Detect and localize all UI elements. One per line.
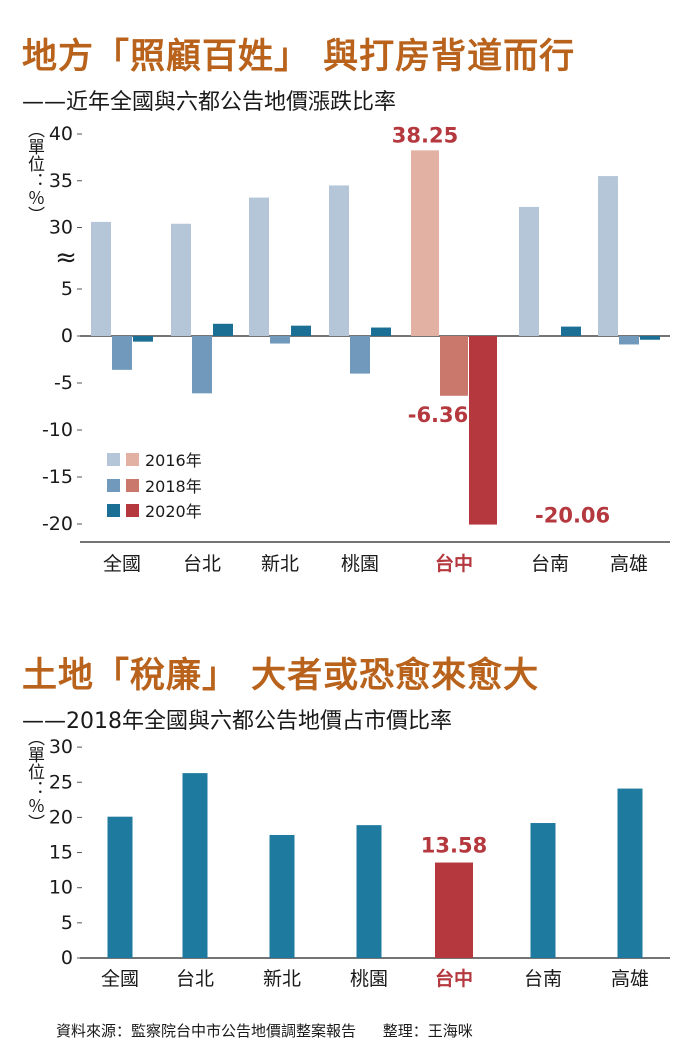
chart1-legend-swatch — [107, 479, 120, 492]
chart1-bar — [192, 336, 212, 394]
chart2-bar — [356, 825, 382, 958]
chart1-legend-label: 2018年 — [145, 477, 202, 496]
chart1-legend-swatch — [126, 504, 139, 517]
chart1-bar — [640, 336, 660, 340]
chart1-bar — [519, 206, 539, 336]
chart2-bar — [530, 823, 556, 958]
chart1-xtick: 全國 — [103, 553, 141, 575]
chart1-ytick: -5 — [54, 372, 73, 394]
chart2-xtick: 全國 — [101, 968, 139, 990]
chart2-xtick: 高雄 — [611, 968, 649, 990]
source-text: 資料來源：監察院台中市公告地價調整案報告 — [56, 1022, 357, 1040]
chart2-bar — [617, 788, 643, 958]
chart1-legend-swatch — [107, 453, 120, 466]
chart1-xtick: 桃園 — [341, 553, 379, 575]
editor-text: 整理：王海咪 — [382, 1022, 473, 1040]
chart2-svg: （單位：％） 30 25 20 15 10 5 0 全國 台北 新北 桃園 台中 台南 高雄 13.58 — [24, 729, 670, 990]
chart1-ytick: 40 — [49, 123, 73, 145]
chart1-subtitle: ——近年全國與六都公告地價漲跌比率 — [22, 90, 397, 115]
chart2-ytick: 20 — [49, 806, 73, 828]
chart2-bar — [107, 816, 133, 958]
chart1-legend-label: 2016年 — [145, 451, 202, 470]
chart2-ytick: 25 — [49, 771, 73, 793]
chart1-axis-break: ≈ — [55, 243, 77, 273]
chart2-ytick: 5 — [61, 912, 73, 934]
chart2-ytick: 0 — [61, 947, 73, 969]
chart1-bar — [350, 336, 370, 374]
chart1-data-label: -20.06 — [535, 504, 610, 528]
chart1-bar — [411, 150, 439, 336]
chart1-bar — [112, 336, 132, 370]
chart1-ytick: 5 — [61, 278, 73, 300]
chart2-xtick: 新北 — [263, 968, 301, 990]
chart1-ytick: -10 — [42, 419, 73, 441]
chart1-bar — [561, 326, 581, 336]
chart2-bar — [435, 862, 473, 958]
chart1-ytick: 0 — [61, 325, 73, 347]
chart1-bar — [249, 197, 269, 336]
chart2-xtick: 台中 — [435, 967, 473, 990]
footer: 資料來源：監察院台中市公告地價調整案報告 整理：王海咪 — [56, 1020, 495, 1041]
chart1-bar — [270, 336, 290, 344]
chart1-ytick: 30 — [49, 217, 73, 239]
chart1-bar — [619, 336, 639, 345]
chart1-xtick: 台南 — [531, 553, 569, 575]
chart1-legend-swatch — [126, 453, 139, 466]
chart1-bar — [440, 336, 468, 396]
chart2-bar — [182, 773, 208, 958]
chart1-bar — [213, 323, 233, 336]
chart2-xtick: 台南 — [524, 968, 562, 990]
chart1-data-label: 38.25 — [392, 123, 458, 147]
chart1-legend-swatch — [126, 479, 139, 492]
chart1-bar — [598, 176, 618, 336]
chart1-bar — [291, 325, 311, 336]
chart1-ytick: -15 — [42, 466, 73, 488]
chart1-xtick: 高雄 — [610, 553, 648, 575]
chart2-bar — [269, 834, 295, 958]
chart1-ylabel: （單位：％） — [24, 121, 45, 223]
chart2-xtick: 桃園 — [350, 968, 388, 990]
chart1-ytick: 35 — [49, 170, 73, 192]
chart2-xtick: 台北 — [176, 968, 214, 990]
chart2-ytick: 15 — [49, 842, 73, 864]
chart2-ylabel: （單位：％） — [24, 729, 45, 831]
chart1-legend-label: 2020年 — [145, 502, 202, 521]
chart1-svg: （單位：％） 40 35 30 5 0 -5 -10 -15 -20 ≈ 全國 台北 新北 桃園 台中 台南 高雄… — [24, 121, 670, 575]
chart1-bar — [171, 223, 191, 336]
chart1-data-label: -6.36 — [408, 403, 469, 427]
chart2-title: 土地「稅廉」 大者或恐愈來愈大 — [22, 655, 540, 696]
chart2-subtitle: ——2018年全國與六都公告地價占市價比率 — [22, 709, 452, 734]
chart1-bar — [371, 327, 391, 336]
chart2-ytick: 10 — [49, 877, 73, 899]
chart1-bar — [133, 336, 153, 342]
chart1-title: 地方「照顧百姓」 與打房背道而行 — [22, 36, 576, 77]
chart1-ytick: -20 — [42, 513, 73, 535]
chart2-data-label: 13.58 — [421, 834, 487, 858]
chart2-ytick: 30 — [49, 736, 73, 758]
chart1-xtick: 台中 — [435, 552, 473, 575]
chart1-bar — [469, 336, 497, 525]
chart1-xtick: 台北 — [183, 553, 221, 575]
chart1-bar — [329, 185, 349, 336]
chart1-xtick: 新北 — [261, 553, 299, 575]
chart1-legend-swatch — [107, 504, 120, 517]
chart1-bar — [91, 221, 111, 336]
